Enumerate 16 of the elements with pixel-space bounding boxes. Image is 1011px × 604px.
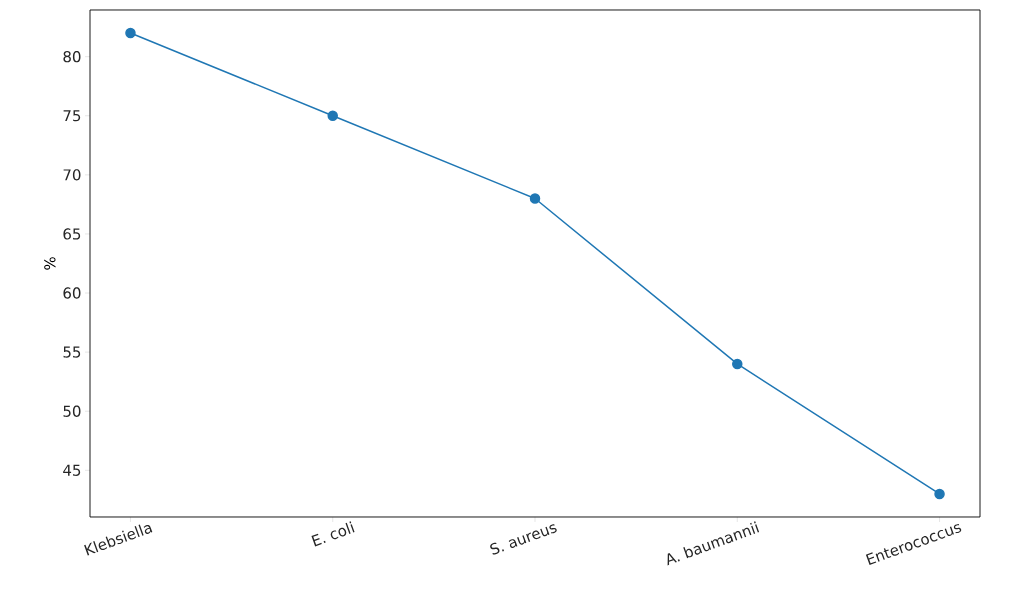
y-tick-label: 70 [63,169,81,181]
y-tick-label: 60 [63,287,81,299]
y-axis-title: % [44,257,56,270]
point [327,110,338,122]
y-tick-label: 65 [63,228,81,240]
point [125,27,136,39]
point [529,193,541,204]
y-tick-label: 55 [63,346,81,358]
y-tick-label: 75 [63,110,81,122]
y-tick-label: 80 [63,50,81,63]
y-tick-label: 45 [63,464,81,476]
x-tick-label: S. aureus [490,524,557,555]
x-tick-label: E. coli [311,521,355,547]
point [732,358,743,370]
point [934,488,945,500]
y-tick-label: 50 [63,405,81,417]
